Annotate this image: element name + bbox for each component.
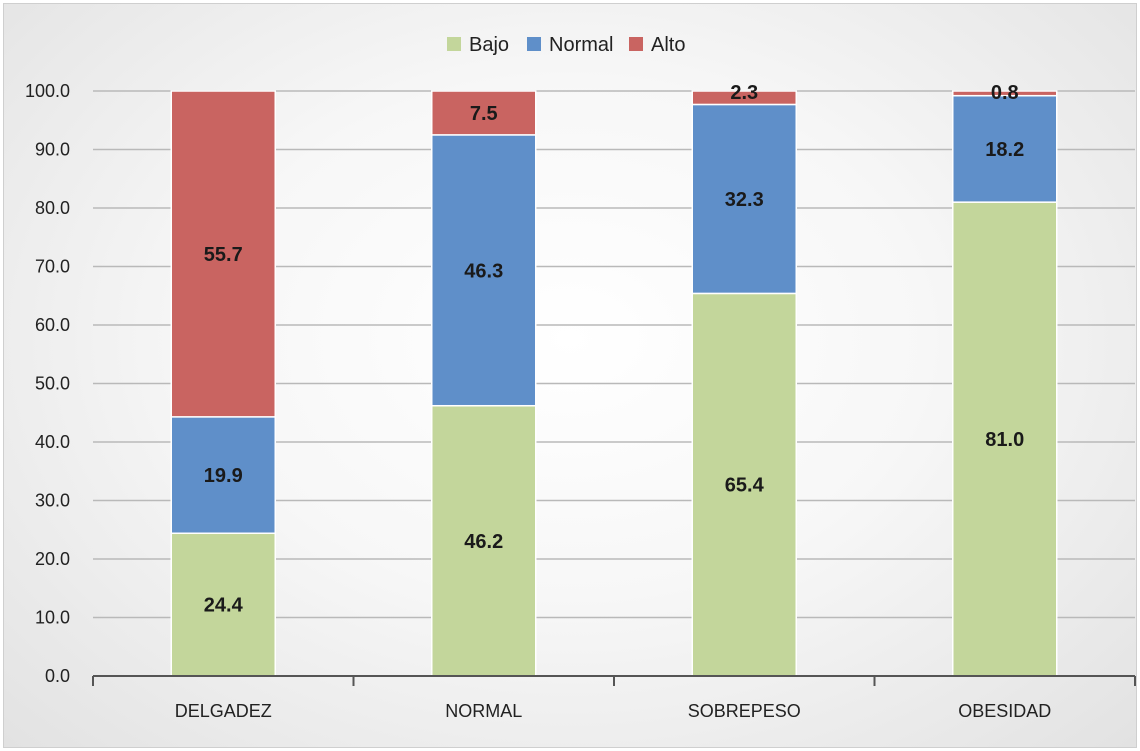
legend: Bajo Normal Alto <box>447 34 685 56</box>
y-tick-label: 20.0 <box>35 549 70 569</box>
y-tick-label: 0.0 <box>45 666 70 686</box>
legend-swatch <box>447 37 461 51</box>
y-tick-label: 50.0 <box>35 374 70 394</box>
legend-item-normal: Normal <box>527 34 613 56</box>
y-tick-label: 90.0 <box>35 140 70 160</box>
x-category-label: SOBREPESO <box>688 701 801 721</box>
data-label: 81.0 <box>985 429 1024 451</box>
y-tick-label: 80.0 <box>35 198 70 218</box>
data-label: 7.5 <box>470 103 498 125</box>
bars <box>170 90 1058 677</box>
legend-swatch <box>527 37 541 51</box>
data-label: 65.4 <box>725 475 765 497</box>
data-labels: 24.4 19.9 55.7 46.2 46.3 7.5 65.4 32.3 2.3 81.0 18… <box>204 82 1024 617</box>
bar-bajo-sobrepeso <box>691 292 797 677</box>
data-label: 0.8 <box>991 82 1019 104</box>
legend-item-alto: Alto <box>629 34 685 56</box>
bar-alto-normal <box>431 90 537 136</box>
chart-frame: 0.0 10.0 20.0 30.0 40.0 50.0 60.0 70.0 80.0 90.0 1… <box>3 3 1137 748</box>
bar-bajo-normal <box>431 404 537 677</box>
bar-alto-sobrepeso <box>691 90 797 106</box>
data-label: 46.3 <box>464 260 503 282</box>
bar-normal-sobrepeso <box>691 103 797 295</box>
legend-label: Bajo <box>469 34 509 56</box>
legend-label: Normal <box>549 34 613 56</box>
axes: 0.0 10.0 20.0 30.0 40.0 50.0 60.0 70.0 80.0 90.0 1… <box>25 81 1136 721</box>
bar-normal-obesidad <box>952 94 1058 203</box>
data-label: 2.3 <box>730 82 758 104</box>
y-tick-label: 10.0 <box>35 608 70 628</box>
bar-bajo-obesidad <box>952 201 1058 677</box>
legend-swatch <box>629 37 643 51</box>
legend-label: Alto <box>651 34 685 56</box>
y-tick-label: 60.0 <box>35 315 70 335</box>
data-label: 32.3 <box>725 189 764 211</box>
x-category-label: DELGADEZ <box>175 701 272 721</box>
x-category-label: NORMAL <box>445 701 522 721</box>
data-label: 19.9 <box>204 465 243 487</box>
y-tick-label: 100.0 <box>25 81 70 101</box>
x-category-label: OBESIDAD <box>958 701 1051 721</box>
y-tick-label: 70.0 <box>35 257 70 277</box>
stacked-bar-chart: 0.0 10.0 20.0 30.0 40.0 50.0 60.0 70.0 80.0 90.0 1… <box>25 34 1136 721</box>
data-label: 46.2 <box>464 531 503 553</box>
bar-normal-delgadez <box>170 416 276 535</box>
data-label: 18.2 <box>985 139 1024 161</box>
bar-alto-delgadez <box>170 90 276 418</box>
y-tick-label: 40.0 <box>35 432 70 452</box>
bar-normal-normal <box>431 134 537 407</box>
data-label: 24.4 <box>204 595 244 617</box>
data-label: 55.7 <box>204 244 243 266</box>
y-tick-label: 30.0 <box>35 491 70 511</box>
legend-item-bajo: Bajo <box>447 34 509 56</box>
bar-alto-obesidad <box>952 90 1058 97</box>
